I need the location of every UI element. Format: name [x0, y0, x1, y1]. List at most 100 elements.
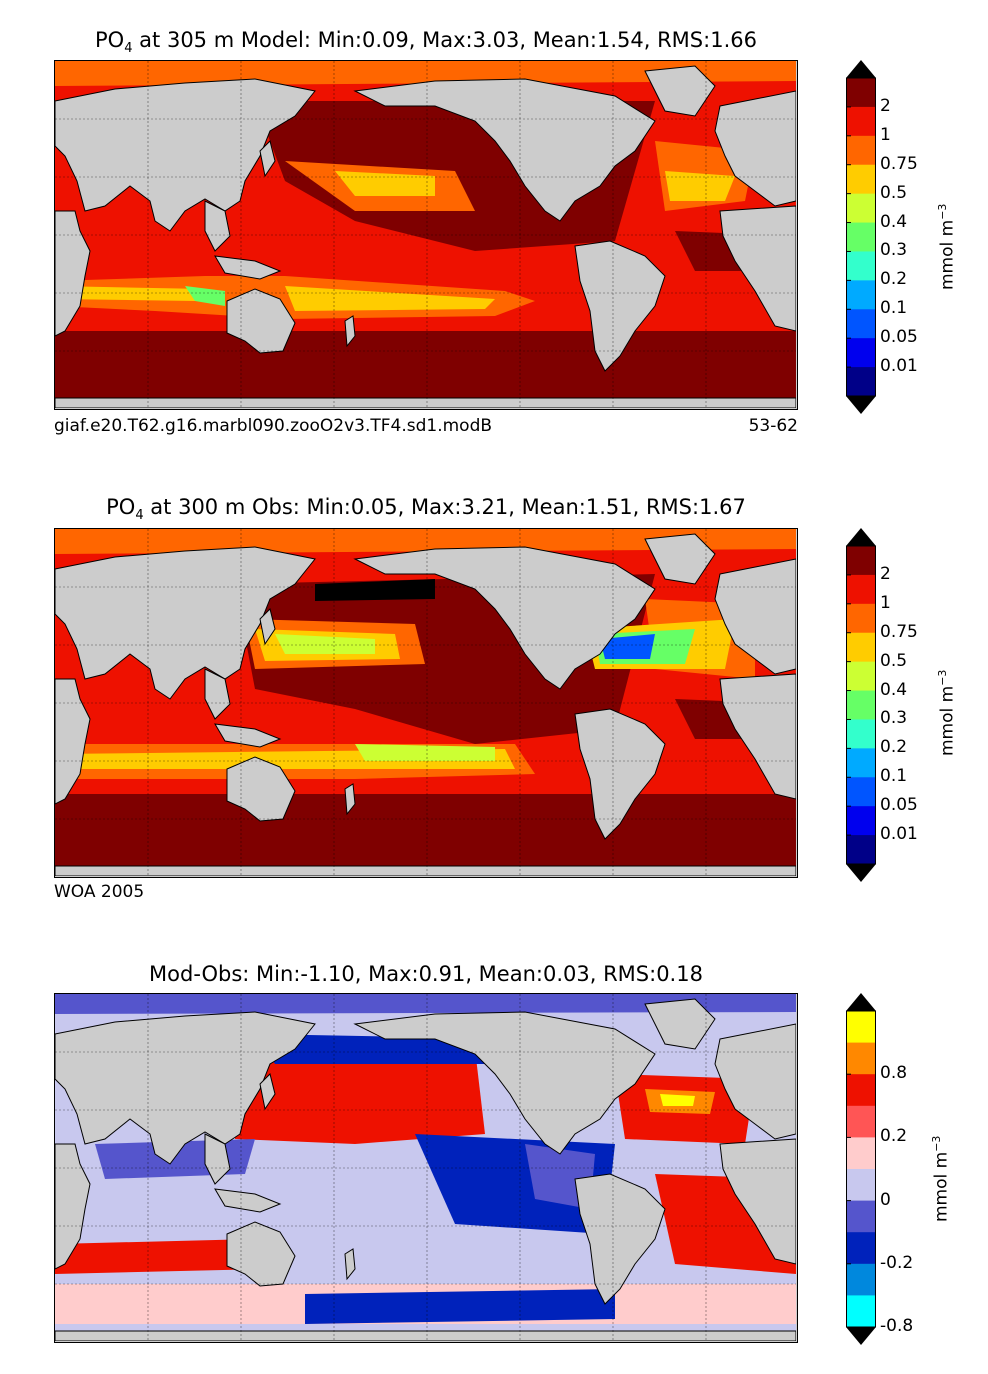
colorbar-tick-label: 0.75	[880, 621, 918, 642]
field-pacific-gyre-inner	[275, 634, 375, 654]
colorbar-extend-min	[846, 864, 876, 882]
panel-title: PO4 at 300 m Obs: Min:0.05, Max:3.21, Me…	[106, 495, 746, 524]
colorbar-unit: mmol m−3	[936, 669, 958, 756]
colorbar-tick-label: 0.75	[880, 153, 918, 174]
colorbar-segment	[846, 1074, 876, 1107]
colorbar-segment	[846, 222, 876, 252]
map-diff	[54, 993, 798, 1343]
colorbar-segment	[846, 135, 876, 166]
land-antarctica	[55, 865, 796, 876]
colorbar-segment	[846, 777, 876, 807]
colorbar-tick-label: 0.3	[880, 240, 908, 261]
colorbar-segment	[846, 78, 876, 108]
land-japan	[259, 608, 276, 646]
field-arctic	[55, 994, 796, 1014]
land-indochina	[204, 668, 231, 720]
colorbar-tick-label: 0	[880, 1189, 891, 1210]
land-indonesia	[214, 1188, 282, 1213]
field-south-indian-pos	[55, 1239, 265, 1274]
colorbar-segment	[846, 603, 876, 634]
colorbar-tick-label: 0.2	[880, 269, 908, 290]
colorbar-extend-max	[846, 60, 876, 78]
colorbar-segment	[846, 632, 876, 663]
obs-source: WOA 2005	[54, 882, 145, 902]
year-range: 53-62	[748, 416, 798, 436]
land-japan	[259, 140, 276, 178]
colorbar-segment	[846, 690, 876, 720]
colorbar-segment	[846, 1042, 876, 1075]
colorbar-extend-max	[846, 993, 876, 1011]
colorbar-segment	[846, 367, 876, 397]
land-japan	[259, 1073, 276, 1111]
land-namerica	[353, 1011, 656, 1155]
run-name: giaf.e20.T62.g16.marbl090.zooO2v3.TF4.sd…	[54, 416, 493, 436]
colorbar-segment	[846, 1011, 876, 1044]
field-okhotsk-max	[315, 579, 435, 601]
colorbar-segment	[846, 719, 876, 749]
land-samerica	[574, 1173, 666, 1305]
field-atlantic-gyre-core	[600, 634, 655, 659]
field-gulf-stream-max	[660, 1094, 695, 1106]
colorbar-tick-label: 2	[880, 563, 891, 584]
land-indochina	[204, 1133, 231, 1185]
field-pacific-north-pos	[235, 1049, 485, 1144]
land-indonesia	[214, 255, 282, 280]
field-south-core	[285, 286, 495, 311]
land-indonesia	[214, 723, 282, 748]
land-nzealand	[344, 1248, 356, 1281]
colorbar-extend-min	[846, 396, 876, 414]
colorbar-extend-max	[846, 528, 876, 546]
land-africa	[55, 678, 91, 805]
colorbar-unit: mmol m−3	[936, 203, 958, 290]
land-greenland	[644, 998, 716, 1050]
colorbar-segment	[846, 1295, 876, 1328]
colorbar-tick-label: -0.2	[880, 1252, 914, 1273]
land-nzealand	[344, 783, 356, 816]
colorbar-segment	[846, 1200, 876, 1233]
colorbar-tick-label: 0.3	[880, 708, 908, 729]
colorbar-segment	[846, 338, 876, 368]
colorbar-tick-label: 0.2	[880, 1126, 908, 1147]
colorbar-unit: mmol m−3	[930, 1135, 952, 1222]
field-atlantic-gyre	[665, 171, 735, 201]
land-greenland	[644, 65, 716, 117]
field-indian-low	[185, 286, 225, 306]
colorbar-segment	[846, 574, 876, 605]
land-africa	[55, 1143, 91, 1270]
colorbar-tick-label: 0.4	[880, 679, 908, 700]
panel-title: PO4 at 305 m Model: Min:0.09, Max:3.03, …	[95, 28, 757, 57]
land-indochina	[204, 200, 231, 252]
land-antarctica	[55, 1330, 796, 1341]
colorbar-segment	[846, 546, 876, 576]
colorbar	[846, 60, 876, 414]
colorbar-segment	[846, 835, 876, 865]
colorbar-tick-label: 0.01	[880, 356, 918, 377]
colorbar-segment	[846, 251, 876, 281]
colorbar	[846, 993, 876, 1345]
land-samerica	[574, 708, 666, 840]
colorbar	[846, 528, 876, 882]
land-africa2	[719, 1138, 796, 1265]
land-samerica	[574, 240, 666, 372]
panel-title: Mod-Obs: Min:-1.10, Max:0.91, Mean:0.03,…	[149, 962, 703, 986]
colorbar-tick-label: 0.01	[880, 824, 918, 845]
land-nzealand	[344, 315, 356, 348]
colorbar-segment	[846, 193, 876, 224]
colorbar-tick-label: 0.4	[880, 211, 908, 232]
land-antarctica	[55, 397, 796, 408]
colorbar-tick-label: 0.05	[880, 327, 918, 348]
field-southern	[55, 331, 796, 408]
land-africa2	[719, 205, 796, 332]
colorbar-tick-label: 1	[880, 592, 891, 613]
colorbar-segment	[846, 1137, 876, 1170]
colorbar-segment	[846, 164, 876, 195]
colorbar-tick-label: 0.1	[880, 298, 908, 319]
colorbar-tick-label: -0.8	[880, 1316, 914, 1336]
colorbar-tick-label: 0.05	[880, 795, 918, 816]
colorbar-segment	[846, 806, 876, 836]
land-asia	[55, 546, 316, 700]
land-greenland	[644, 533, 716, 585]
colorbar-segment	[846, 1105, 876, 1138]
colorbar-tick-label: 0.2	[880, 737, 908, 758]
colorbar-tick-label: 2	[880, 95, 891, 116]
